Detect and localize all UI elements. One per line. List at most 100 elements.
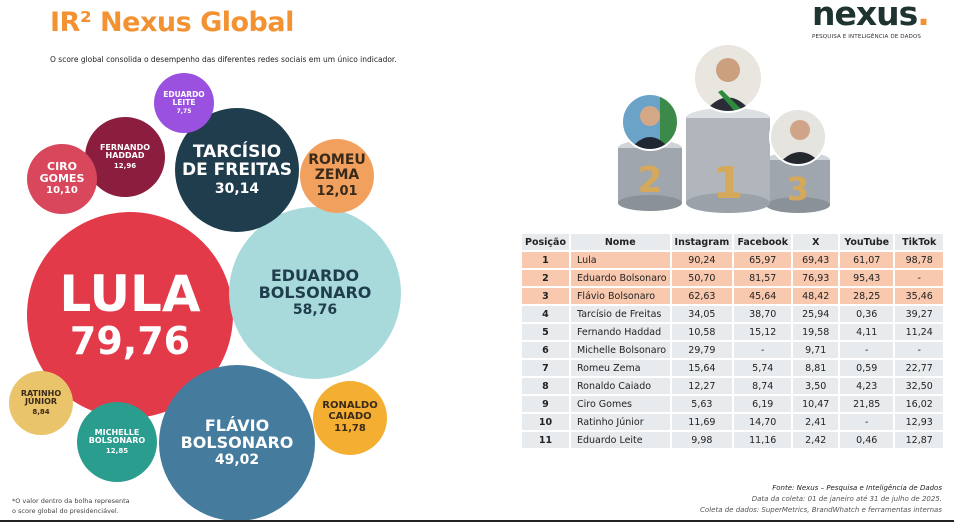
table-cell: Fernando Haddad: [568, 322, 672, 342]
bubble-name: MICHELLE: [94, 427, 140, 437]
table-cell: 61,07: [838, 250, 896, 270]
logo-word: nexus: [812, 0, 918, 33]
ranking-table: Posição Nome Instagram Facebook X YouTube TikT…: [520, 232, 946, 450]
bubble-michelle-bolsonaro: MICHELLE BOLSONARO 12,85: [77, 402, 157, 482]
bubble-name: BOLSONARO: [258, 282, 372, 302]
table-row: 5 Fernando Haddad 10,58 15,12 19,58 4,11 11,24: [520, 322, 946, 342]
table-cell: 35,46: [893, 286, 946, 306]
table-cell: 2,41: [791, 412, 841, 432]
table-cell: 0,46: [838, 430, 896, 450]
bubble-score: 12,96: [113, 161, 137, 170]
source-note: Fonte: Nexus – Pesquisa e Inteligência d…: [700, 483, 942, 516]
bubble-score: 8,84: [32, 407, 50, 416]
table-cell: 11,69: [669, 412, 735, 432]
table-cell: 10,47: [791, 394, 841, 414]
table-cell: 16,02: [893, 394, 946, 414]
table-cell: 5,63: [669, 394, 735, 414]
table-row: 1 Lula 90,24 65,97 69,43 61,07 98,78: [520, 250, 946, 270]
table-cell: 76,93: [791, 268, 841, 288]
bubble-fernando-haddad: FERNANDO HADDAD 12,96: [85, 117, 165, 197]
table-cell: 22,77: [893, 358, 946, 378]
table-cell: 48,42: [791, 286, 841, 306]
bubble-name: TARCÍSIO: [192, 141, 282, 162]
table-cell: Ronaldo Caiado: [568, 376, 672, 396]
table-cell: 11,16: [732, 430, 794, 450]
bottom-divider: [0, 520, 954, 522]
bubble-flávio-bolsonaro: FLÁVIO BOLSONARO 49,02: [159, 365, 315, 521]
table-cell: 34,05: [669, 304, 735, 324]
table-row: 7 Romeu Zema 15,64 5,74 8,81 0,59 22,77: [520, 358, 946, 378]
table-cell: 1: [520, 250, 571, 270]
bubble-name: CIRO: [47, 160, 77, 174]
logo-tagline: PESQUISA E INTELIGÊNCIA DE DADOS: [812, 34, 922, 40]
bubble-name: CAIADO: [328, 410, 372, 422]
table-cell: 15,64: [669, 358, 735, 378]
table-row: 11 Eduardo Leite 9,98 11,16 2,42 0,46 12,87: [520, 430, 946, 450]
table-cell: 4,23: [838, 376, 896, 396]
table-cell: 10,58: [669, 322, 735, 342]
bubble-score: 12,85: [105, 446, 129, 455]
bubble-romeu-zema: ROMEU ZEMA 12,01: [300, 139, 374, 213]
table-row: 6 Michelle Bolsonaro 29,79-9,71- -: [520, 340, 946, 360]
table-cell: 7: [520, 358, 571, 378]
table-cell: 50,70: [669, 268, 735, 288]
table-cell: Lula: [568, 250, 672, 270]
column-header: TikTok: [893, 232, 946, 252]
podium-third-block: 3: [766, 152, 830, 213]
table-row: 8 Ronaldo Caiado 12,27 8,74 3,50 4,23 32,50: [520, 376, 946, 396]
bubble-eduardo-bolsonaro: EDUARDO BOLSONARO 58,76: [229, 207, 401, 379]
table-cell: 95,43: [838, 268, 896, 288]
table-cell: Ratinho Júnior: [568, 412, 672, 432]
bubble-name: BOLSONARO: [88, 436, 146, 446]
table-cell: 29,79: [669, 340, 735, 360]
table-cell: 0,36: [838, 304, 896, 324]
bubble-ratinho-júnior: RATINHO JÚNIOR 8,84: [9, 371, 73, 435]
table-cell: 69,43: [791, 250, 841, 270]
table-cell: 2,42: [791, 430, 841, 450]
note-line: o score global do presidenciável.: [12, 506, 119, 515]
bubble-score: 12,01: [316, 183, 358, 199]
table-cell: 38,70: [732, 304, 794, 324]
table-cell: Eduardo Bolsonaro: [568, 268, 672, 288]
note-line: *O valor dentro da bolha representa: [12, 497, 130, 505]
bubble-name: FERNANDO: [99, 142, 151, 152]
table-cell: 39,27: [893, 304, 946, 324]
table-cell: 8,81: [791, 358, 841, 378]
podium-first-number: 1: [713, 158, 744, 209]
bubble-name: BOLSONARO: [180, 432, 294, 452]
table-cell: 6,19: [732, 394, 794, 414]
table-cell: Tarcísio de Freitas: [568, 304, 672, 324]
table-cell: 12,87: [893, 430, 946, 450]
table-cell: 28,25: [838, 286, 896, 306]
nexus-logo: nexus.: [812, 0, 930, 33]
column-header: Posição: [520, 232, 571, 252]
table-cell: -: [732, 340, 794, 360]
table-cell: 8,74: [732, 376, 794, 396]
table-cell: 6: [520, 340, 571, 360]
podium-third-number: 3: [787, 170, 809, 208]
table-cell: 90,24: [669, 250, 735, 270]
lula-photo: [694, 44, 762, 112]
table-cell: -: [838, 412, 896, 432]
table-cell: 11,24: [893, 322, 946, 342]
bubble-name: LULA: [59, 264, 201, 323]
table-cell: 9,71: [791, 340, 841, 360]
bubble-name: LEITE: [172, 97, 196, 107]
bubble-name: FLÁVIO: [204, 415, 270, 435]
page-title: IR² Nexus Global: [50, 7, 294, 38]
table-cell: Ciro Gomes: [568, 394, 672, 414]
table-row: 9 Ciro Gomes 5,63 6,19 10,47 21,85 16,02: [520, 394, 946, 414]
table-cell: 15,12: [732, 322, 794, 342]
table-cell: -: [893, 268, 946, 288]
table-cell: 32,50: [893, 376, 946, 396]
bubble-name: HADDAD: [105, 151, 145, 161]
bubble-score: 30,14: [214, 180, 260, 197]
bubble-tarcísio-de-freitas: TARCÍSIO DE FREITAS 30,14: [175, 108, 299, 232]
bubble-name: DE FREITAS: [182, 159, 292, 180]
source-line: Data da coleta: 01 de janeiro até 31 de …: [751, 494, 942, 503]
bubble-name: RONALDO: [322, 400, 378, 412]
source-line: Fonte: Nexus – Pesquisa e Inteligência d…: [772, 484, 942, 492]
table-row: 10 Ratinho Júnior 11,69 14,70 2,41-12,93: [520, 412, 946, 432]
bubble-name: RATINHO: [20, 388, 62, 398]
bubble-name: EDUARDO: [270, 265, 360, 285]
